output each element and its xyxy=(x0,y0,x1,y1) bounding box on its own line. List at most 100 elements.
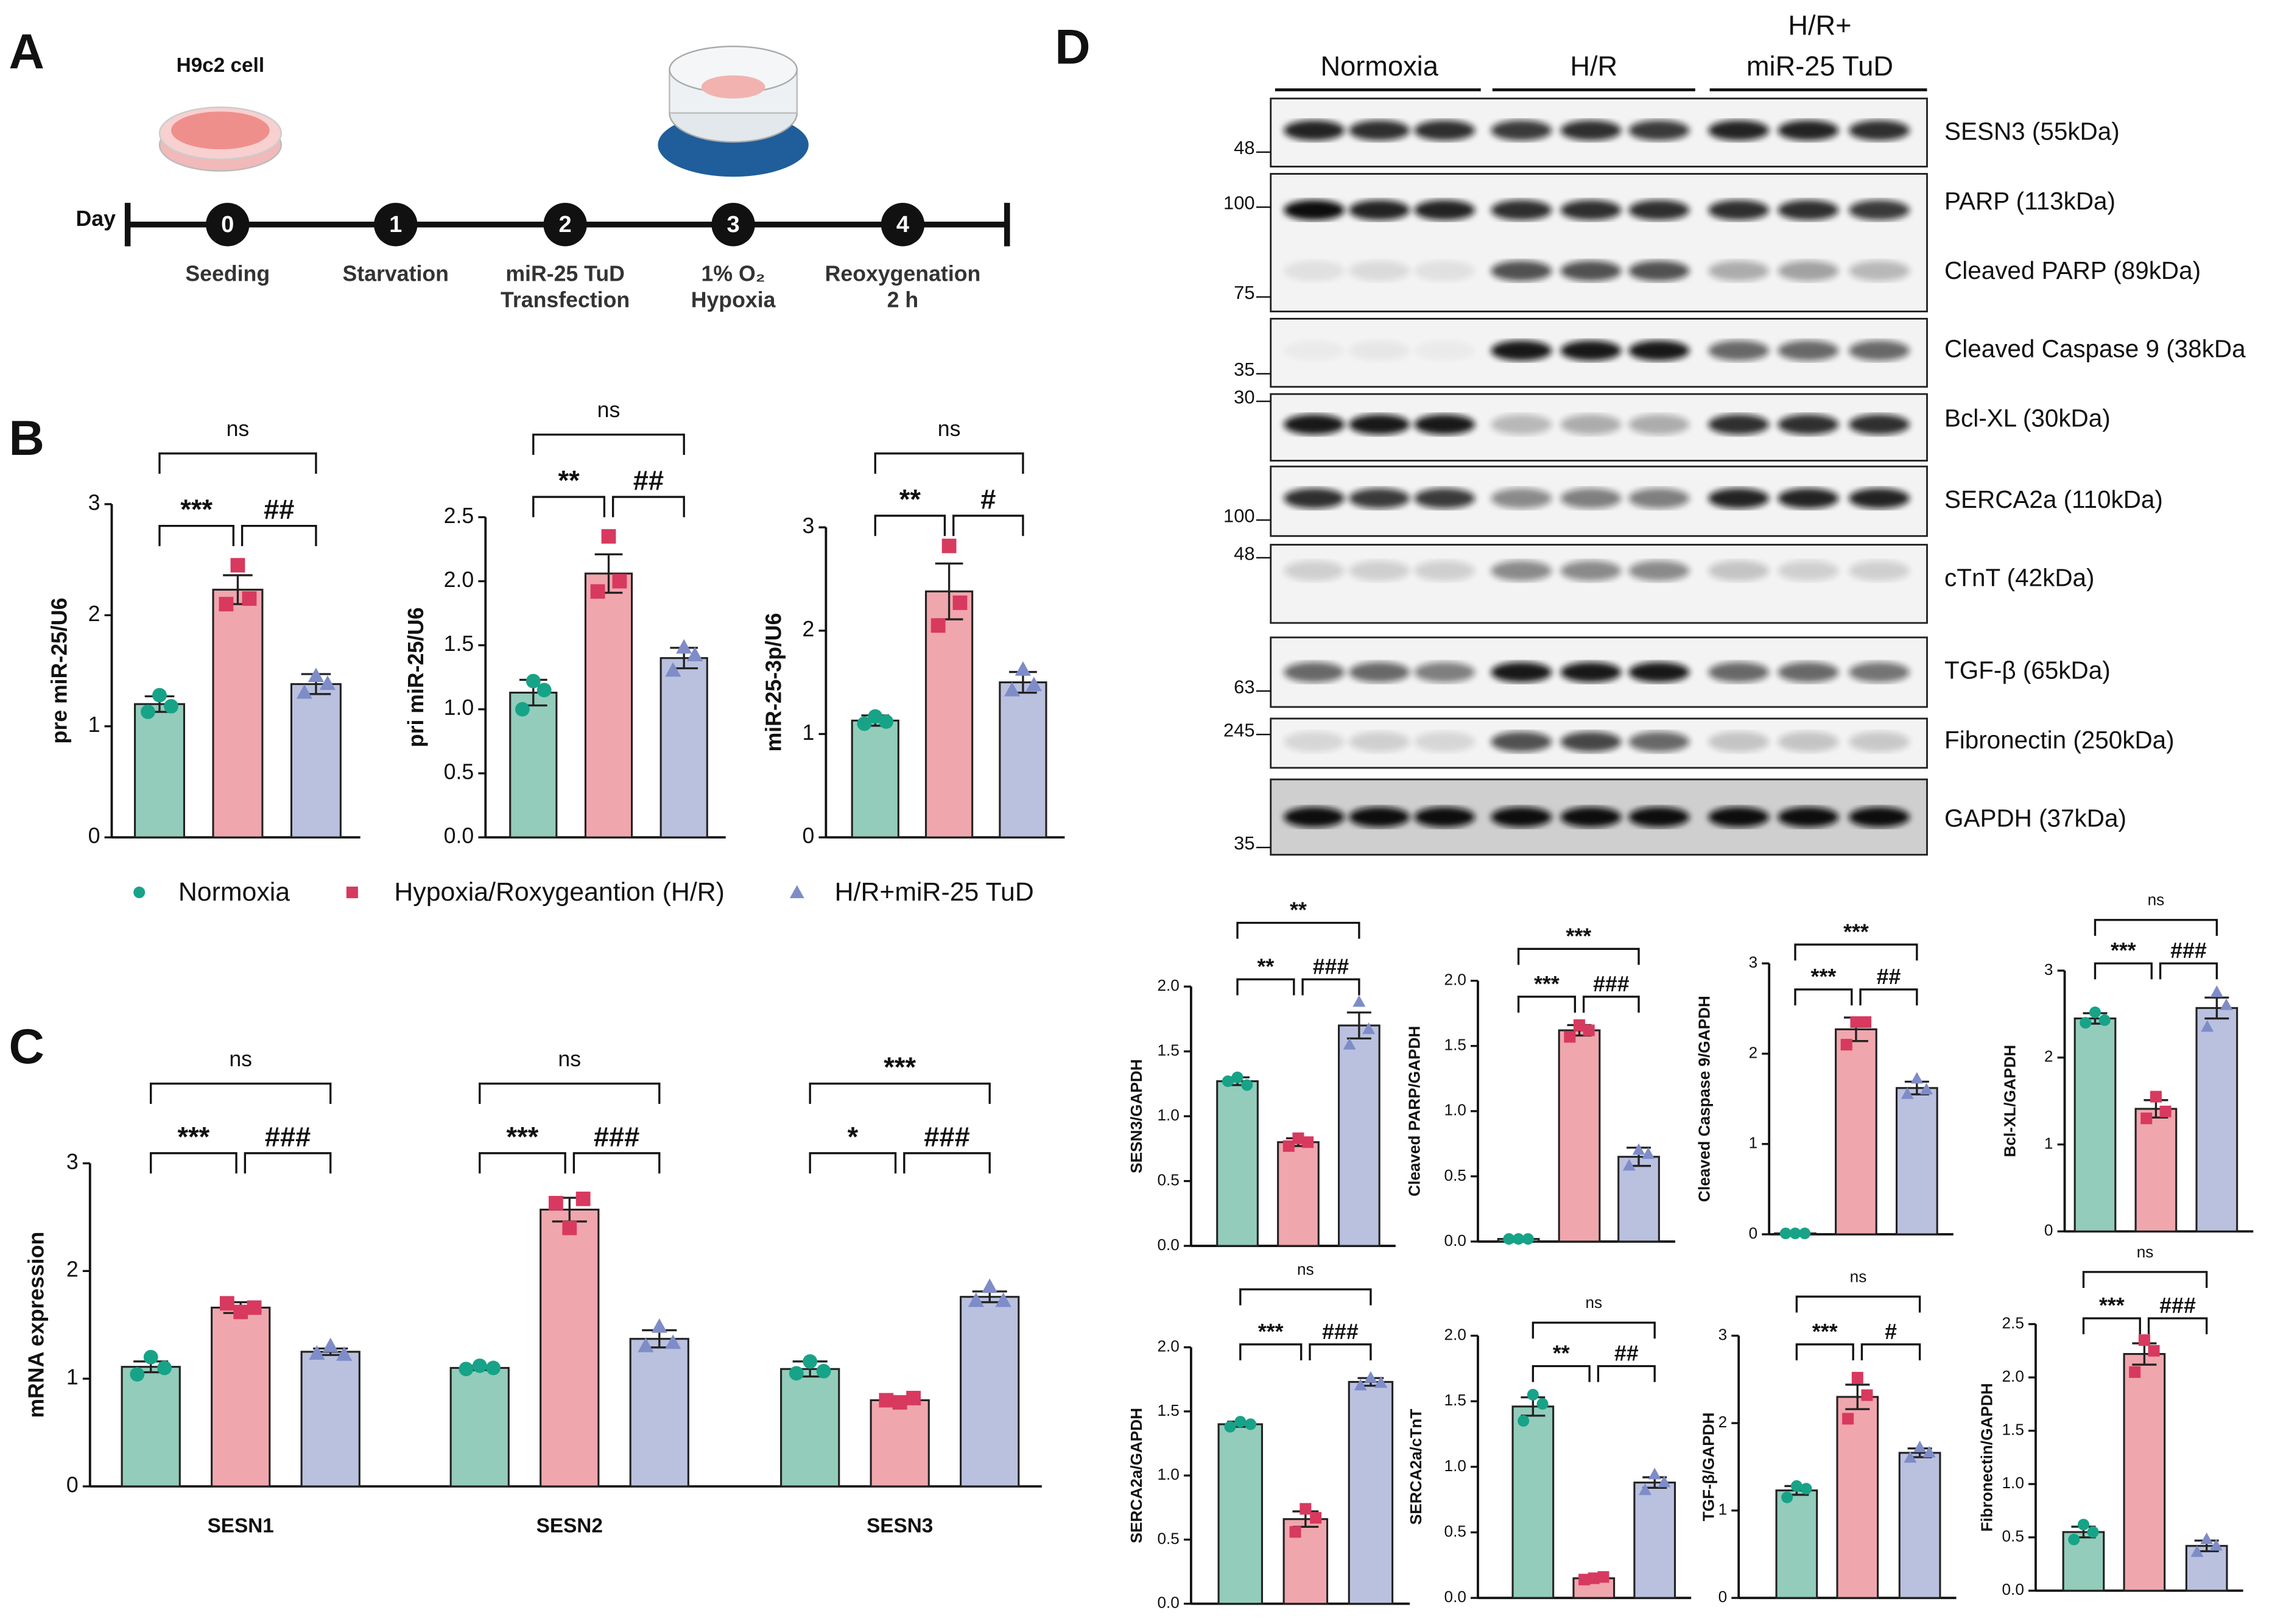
day-number: 1 xyxy=(389,212,402,237)
legend-entry: Normoxia xyxy=(133,877,290,907)
significance-bracket xyxy=(952,515,1024,536)
y-tick-label: 0 xyxy=(1749,1224,1758,1242)
bar xyxy=(780,1368,840,1488)
y-axis-label: Bcl-XL/GAPDH xyxy=(2000,1045,2019,1158)
point xyxy=(230,558,245,573)
significance-label: ## xyxy=(633,465,664,496)
point xyxy=(803,1354,818,1369)
panel-label: B xyxy=(9,411,44,466)
error-bar xyxy=(2204,996,2229,1020)
point xyxy=(2209,1539,2223,1551)
significance-label: *** xyxy=(2111,938,2136,963)
bar xyxy=(449,1366,510,1488)
blot-label: SESN3 (55kDa) xyxy=(1944,118,2120,146)
significance-label: ns xyxy=(558,1047,581,1071)
blot-band xyxy=(1414,662,1475,683)
mw-marker: 48 xyxy=(1234,137,1254,158)
blot-frame xyxy=(1270,544,1928,624)
y-tick-label: 1.5 xyxy=(1157,1041,1179,1060)
blot-band xyxy=(1778,340,1839,361)
blot-band xyxy=(1628,662,1690,683)
significance-label: *** xyxy=(1812,1320,1838,1344)
blot-label: cTnT (42kDa) xyxy=(1944,563,2094,591)
point xyxy=(2159,1105,2172,1117)
y-tick-label: 0.5 xyxy=(1444,1166,1466,1184)
point xyxy=(1536,1397,1549,1410)
y-tick-label: 0 xyxy=(88,824,100,848)
bar xyxy=(629,1338,689,1488)
point xyxy=(1025,677,1042,692)
error-bar xyxy=(1346,1011,1371,1040)
blot-band xyxy=(1849,340,1910,361)
point xyxy=(982,1278,998,1293)
legend-symbol xyxy=(133,887,146,899)
day-number: 4 xyxy=(896,212,909,237)
blot-band xyxy=(1284,731,1345,752)
dish-icon xyxy=(158,106,283,172)
significance-bracket xyxy=(1795,1295,1921,1313)
bar xyxy=(1836,1396,1879,1599)
blot-label: Bcl-XL (30kDa) xyxy=(1944,404,2111,432)
y-tick-label: 1.0 xyxy=(2002,1474,2024,1492)
blot-band xyxy=(1284,414,1345,435)
y-tick-label: 3 xyxy=(2044,960,2053,979)
y-tick-label: 1.0 xyxy=(1444,1101,1466,1119)
blot-band xyxy=(1849,414,1910,435)
x-tick-label: SESN3 xyxy=(867,1514,933,1537)
chart: 0 1 2 3 TGF-β/GAPDH ns *** # xyxy=(1700,1267,1957,1606)
y-tick-label: 2 xyxy=(2044,1047,2053,1066)
step-label: 1% O₂ xyxy=(702,261,765,286)
significance-label: ** xyxy=(1257,954,1275,979)
bar xyxy=(121,1366,181,1488)
significance-bracket xyxy=(479,1082,661,1104)
point xyxy=(2148,1345,2160,1357)
blot-band xyxy=(1284,662,1345,683)
significance-bracket xyxy=(2082,1271,2208,1288)
blot-band xyxy=(1708,120,1770,141)
y-axis-label: SERCA2a/GAPDH xyxy=(1127,1408,1145,1543)
point xyxy=(1920,1083,1933,1095)
bar xyxy=(509,691,558,838)
point xyxy=(233,1304,248,1320)
point xyxy=(1800,1483,1812,1495)
point xyxy=(1234,1416,1247,1428)
point xyxy=(930,618,946,633)
point xyxy=(486,1360,501,1376)
blot-band xyxy=(1491,414,1552,435)
panel-label: C xyxy=(9,1019,44,1074)
blot-band xyxy=(1628,731,1690,752)
mw-marker: 100 xyxy=(1223,192,1255,214)
blot-band xyxy=(1284,261,1345,281)
blot-band xyxy=(1414,200,1475,220)
point xyxy=(857,716,872,731)
point xyxy=(2087,1526,2099,1538)
significance-label: ** xyxy=(1290,898,1307,923)
point xyxy=(1513,1233,1525,1245)
blot-label: Fibronectin (250kDa) xyxy=(1944,726,2175,754)
significance-label: *** xyxy=(1534,972,1560,996)
point xyxy=(1362,1022,1376,1035)
point xyxy=(2200,1532,2214,1544)
blot-band xyxy=(1708,414,1770,435)
blot-band xyxy=(1708,261,1770,281)
point xyxy=(296,684,312,699)
significance-label: ### xyxy=(1593,972,1630,996)
blot-band xyxy=(1414,340,1475,360)
day-label: Day xyxy=(76,206,116,231)
significance-bracket xyxy=(2159,962,2218,980)
point xyxy=(219,597,234,611)
y-axis-label: SESN3/GAPDH xyxy=(1127,1059,1145,1173)
point xyxy=(1292,1132,1304,1144)
blot-band xyxy=(1628,807,1690,828)
significance-bracket xyxy=(150,1152,237,1174)
point xyxy=(868,709,883,724)
chart: 0.0 0.5 1.0 1.5 2.0 SESN3/GAPDH ** ** ### xyxy=(1127,898,1396,1254)
point xyxy=(892,1395,907,1410)
significance-bracket xyxy=(1517,996,1577,1013)
blot-band xyxy=(1778,731,1839,752)
y-tick-label: 0.5 xyxy=(1157,1170,1179,1189)
significance-bracket xyxy=(874,515,946,536)
blot-band xyxy=(1628,340,1690,361)
bar xyxy=(870,1399,930,1488)
